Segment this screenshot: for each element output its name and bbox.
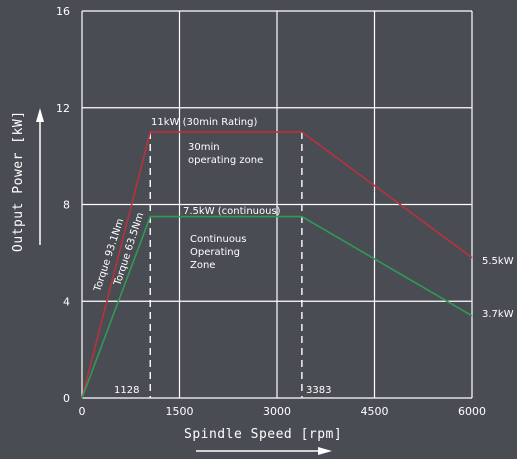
end-label-30min: 5.5kW — [482, 256, 514, 267]
x-tick-label: 0 — [79, 405, 86, 418]
y-axis-label: Output Power [kW] — [11, 110, 26, 252]
x-axis-arrow — [196, 447, 332, 455]
tick-labels: 0 1500 3000 4500 6000 0 4 8 12 16 — [56, 5, 486, 418]
zone-continuous-label-1: Continuous — [190, 234, 246, 245]
zone-continuous-label-2: Operating — [190, 247, 240, 258]
zone-continuous-label-3: Zone — [190, 260, 215, 271]
x-axis-label: Spindle Speed [rpm] — [184, 427, 342, 442]
series-lines — [81, 131, 473, 399]
y-tick-label: 12 — [56, 102, 70, 115]
rating-continuous-label: 7.5kW (continuous) — [183, 206, 281, 217]
x-tick-label: 1500 — [166, 405, 194, 418]
y-tick-label: 8 — [63, 199, 70, 212]
x-tick-label: 4500 — [361, 405, 389, 418]
speed-low-label: 1128 — [114, 385, 139, 396]
x-tick-label: 6000 — [458, 405, 486, 418]
y-axis-arrow — [36, 108, 44, 245]
y-tick-label: 0 — [63, 392, 70, 405]
zone-30min-label-2: operating zone — [188, 155, 263, 166]
series-line-continuous — [81, 215, 473, 399]
series-line-30min — [81, 131, 473, 399]
speed-high-label: 3383 — [306, 385, 331, 396]
x-tick-label: 3000 — [263, 405, 291, 418]
y-tick-label: 16 — [56, 5, 70, 18]
reference-lines — [149, 131, 303, 398]
grid — [81, 10, 473, 399]
end-label-continuous: 3.7kW — [482, 309, 514, 320]
y-tick-label: 4 — [63, 295, 70, 308]
rating-30min-label: 11kW (30min Rating) — [151, 117, 257, 128]
zone-30min-label-1: 30min — [188, 142, 220, 153]
